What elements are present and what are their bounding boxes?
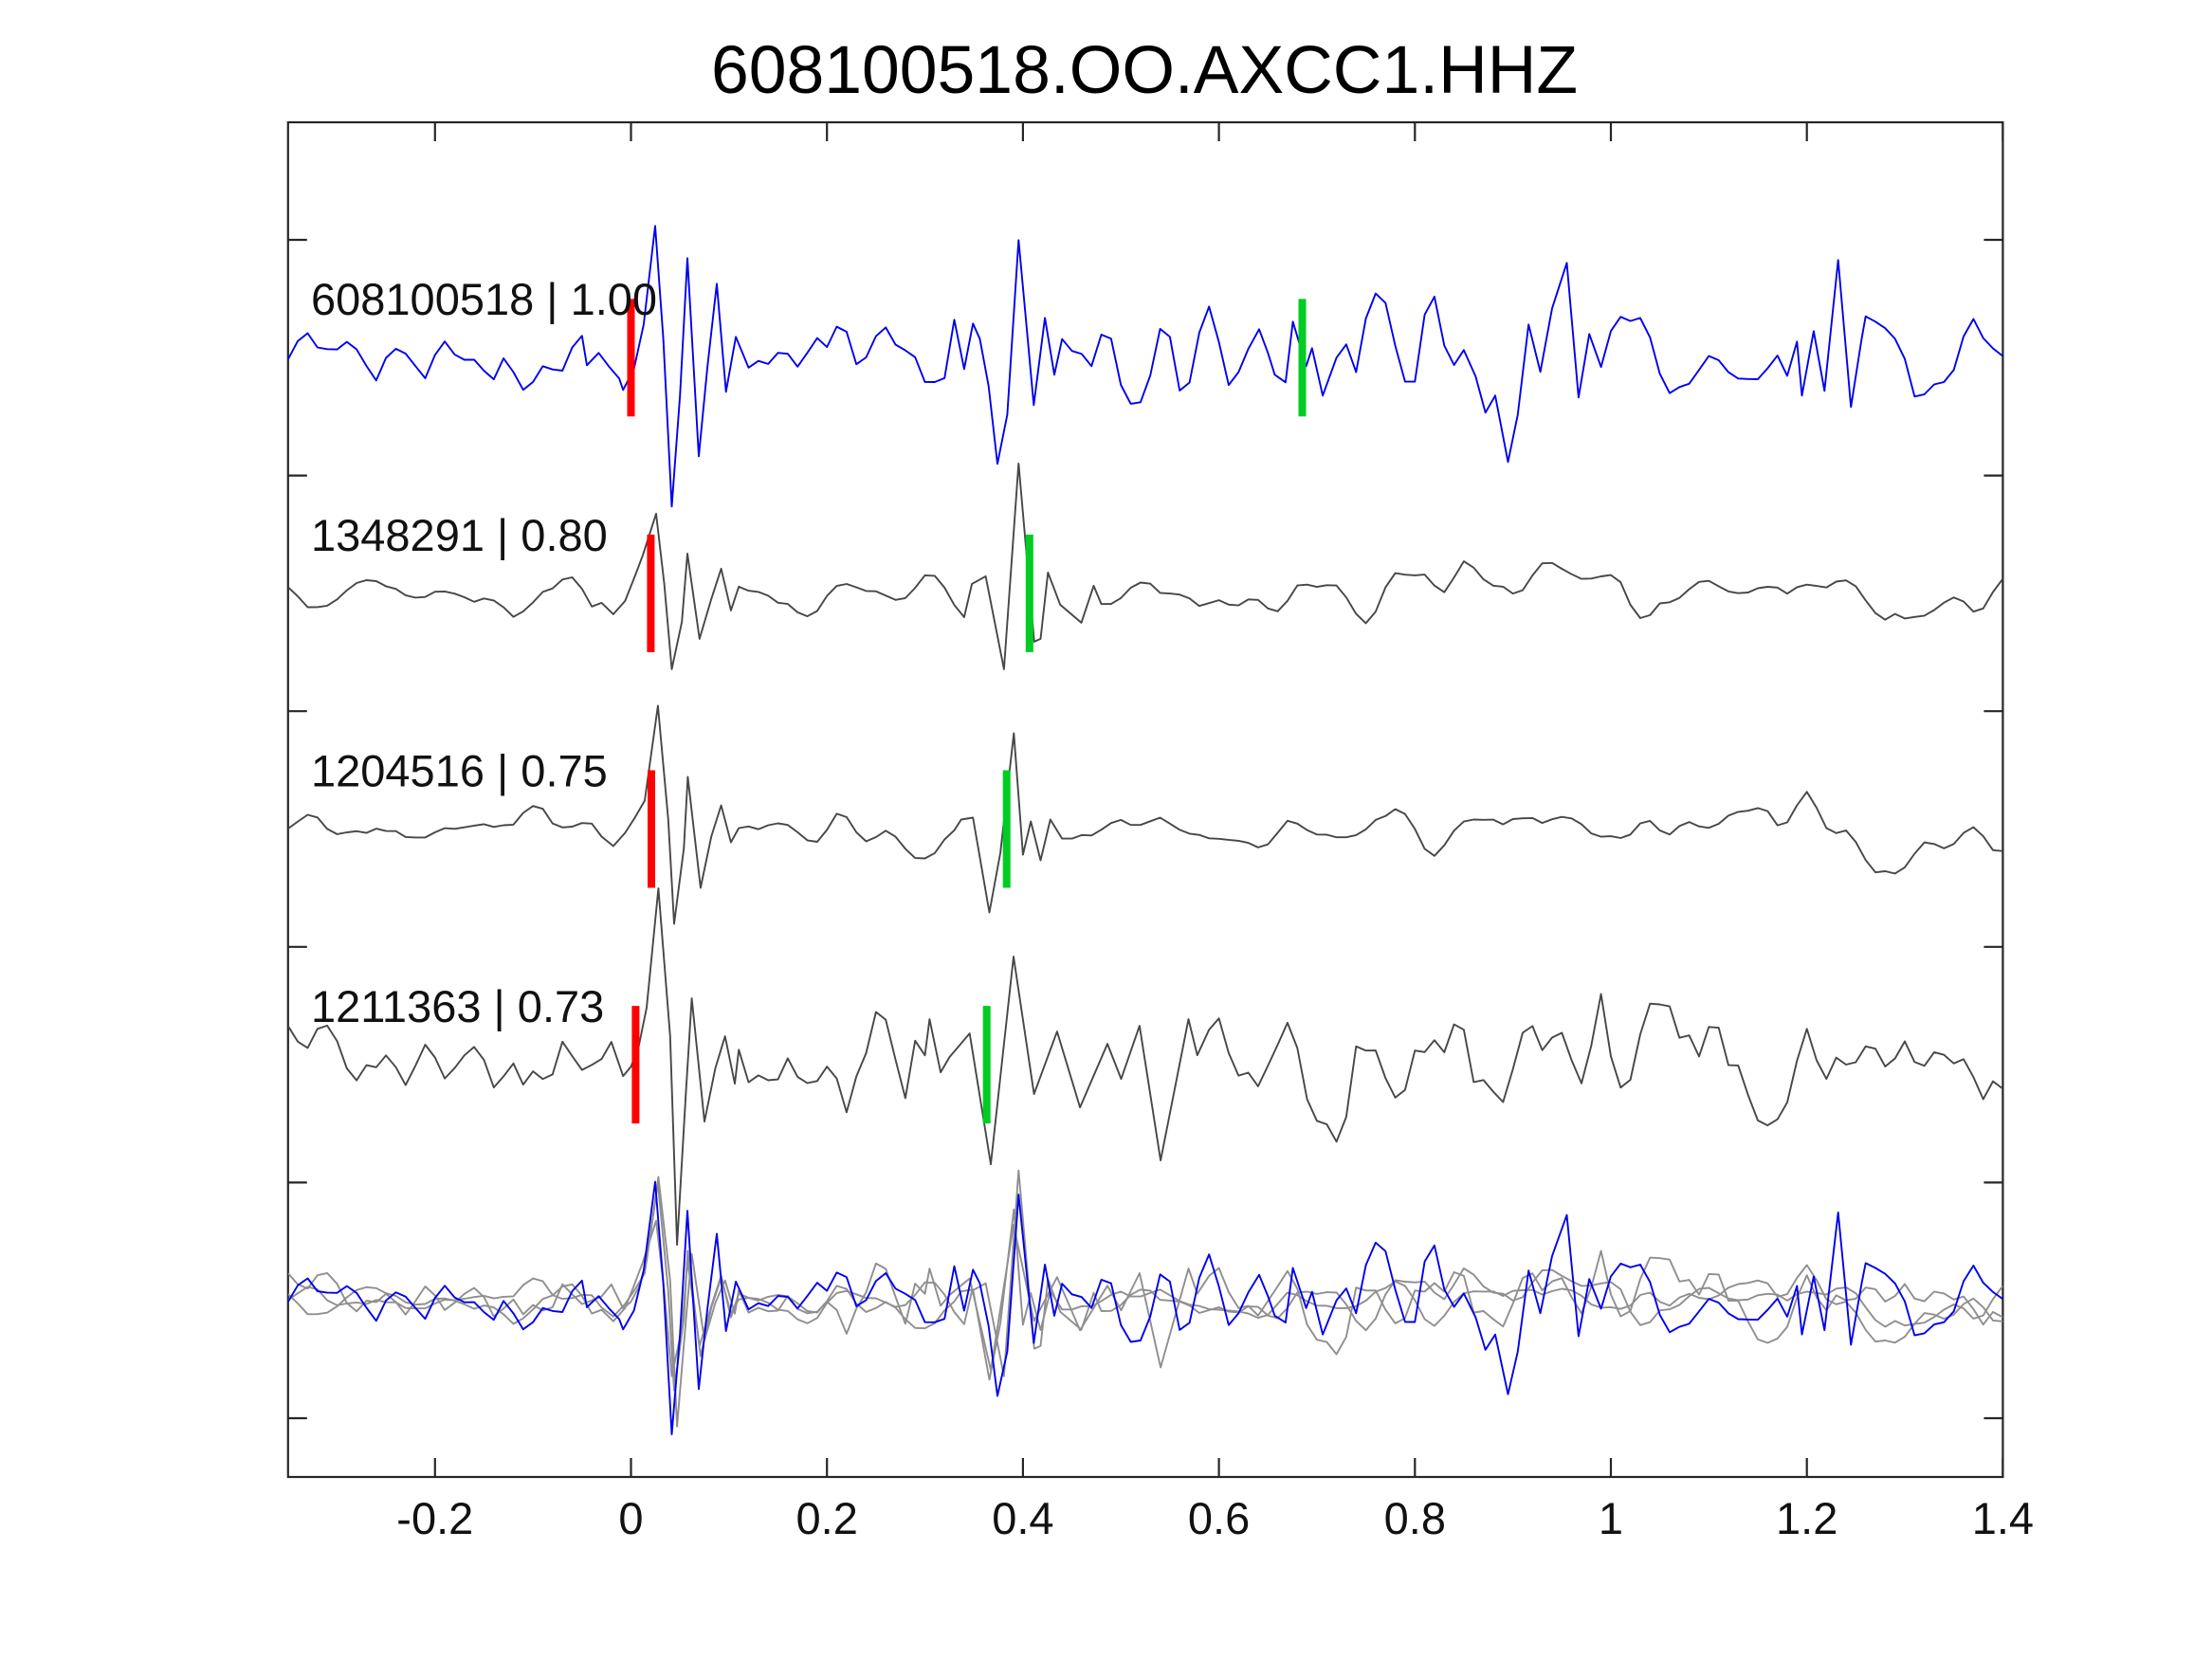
svg-text:1211363 | 0.73: 1211363 | 0.73 — [311, 981, 604, 1031]
svg-text:0.4: 0.4 — [992, 1493, 1053, 1543]
svg-text:608100518.OO.AXCC1.HHZ: 608100518.OO.AXCC1.HHZ — [711, 32, 1578, 108]
svg-text:1.2: 1.2 — [1776, 1493, 1837, 1543]
svg-text:0.2: 0.2 — [796, 1493, 858, 1543]
svg-text:-0.2: -0.2 — [396, 1493, 473, 1543]
svg-text:1.4: 1.4 — [1972, 1493, 2034, 1543]
svg-text:0.6: 0.6 — [1188, 1493, 1250, 1543]
svg-text:0: 0 — [618, 1493, 643, 1543]
svg-text:0.8: 0.8 — [1384, 1493, 1446, 1543]
svg-text:1204516 | 0.75: 1204516 | 0.75 — [311, 746, 608, 796]
svg-text:1348291 | 0.80: 1348291 | 0.80 — [311, 510, 608, 560]
svg-text:608100518 | 1.00: 608100518 | 1.00 — [311, 274, 657, 324]
svg-text:1: 1 — [1599, 1493, 1623, 1543]
